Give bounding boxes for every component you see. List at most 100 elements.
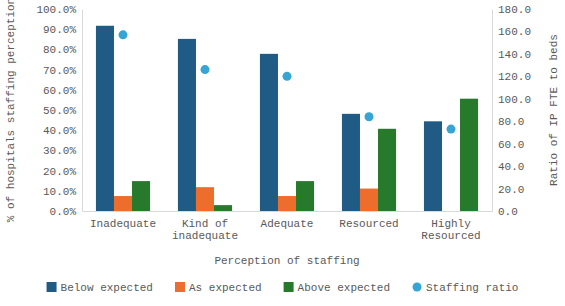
bar (424, 121, 442, 211)
bar (178, 39, 196, 211)
tick: 20.0 (492, 184, 524, 196)
tick-label: Resourced (339, 218, 398, 230)
bar (214, 205, 232, 211)
bar (96, 26, 114, 211)
legend-swatch (413, 283, 422, 292)
chart: 0.0% 10.0% 20.0% 30.0% 40.0% 50.0% 60.0% 70.0% 8… (0, 0, 565, 306)
legend-item: Staffing ratio (413, 282, 519, 294)
tick: 160.0 (492, 26, 531, 38)
bar-series (132, 99, 478, 211)
x-axis: Inadequate Kind ofinadequate Adequate Resou… (83, 211, 493, 242)
bar (132, 181, 150, 211)
tick-label: 180.0 (498, 4, 531, 16)
tick: 50.0% (43, 105, 82, 117)
tick-label: Inadequate (90, 218, 156, 230)
legend-item: Below expected (47, 282, 153, 294)
tick-label: 80.0 (498, 116, 524, 128)
tick-label: 60.0% (43, 85, 76, 97)
tick: Inadequate (90, 211, 156, 230)
point (447, 125, 456, 134)
tick-label: Adequate (261, 218, 314, 230)
legend-item: Above expected (284, 282, 390, 294)
tick: 140.0 (492, 49, 531, 61)
tick: 0.0% (50, 206, 82, 218)
tick: HighlyResourced (421, 211, 480, 242)
bar (442, 211, 460, 212)
tick: 30.0% (43, 145, 82, 157)
axis-line (492, 10, 493, 212)
legend-label: Staffing ratio (426, 282, 518, 294)
legend-swatch (47, 282, 57, 292)
tick-label: 0.0 (498, 206, 518, 218)
bar (196, 187, 214, 211)
tick: Resourced (339, 211, 398, 230)
yticks-axis: 0.0% 10.0% 20.0% 30.0% 40.0% 50.0% 60.0% 70.0% 8… (36, 4, 82, 218)
tick: 80.0% (43, 44, 82, 56)
bar (460, 99, 478, 211)
tick: Kind ofinadequate (172, 211, 238, 242)
tick-label: 140.0 (498, 49, 531, 61)
plot: 0.0% 10.0% 20.0% 30.0% 40.0% 50.0% 60.0% 70.0% 8… (36, 4, 531, 242)
tick-label: 50.0% (43, 105, 76, 117)
point-series (119, 30, 456, 133)
tick-label: 80.0% (43, 44, 76, 56)
tick-label: Kind ofinadequate (172, 218, 238, 243)
legend: Below expected As expected Above expected S… (47, 282, 519, 294)
tick: Adequate (261, 211, 314, 230)
tick: 180.0 (492, 4, 531, 16)
tick-label: HighlyResourced (421, 218, 480, 243)
legend-swatch (175, 282, 185, 292)
point (119, 30, 128, 39)
point (201, 65, 210, 74)
legend-label: Above expected (298, 282, 390, 294)
tick: 70.0% (43, 65, 82, 77)
tick-label: 40.0 (498, 161, 524, 173)
tick-label: 100.0% (36, 4, 76, 16)
tick-label: 0.0% (50, 206, 77, 218)
bar-series (114, 187, 378, 211)
legend-label: Below expected (61, 282, 153, 294)
tick: 40.0 (492, 161, 524, 173)
tick-label: 20.0% (43, 166, 76, 178)
tick: 80.0 (492, 116, 524, 128)
x-axis-title: Perception of staffing (214, 255, 359, 267)
tick: 100.0 (492, 94, 531, 106)
bar (278, 196, 296, 211)
tick-label: 90.0% (43, 24, 76, 36)
bar (342, 114, 360, 211)
tick: 100.0% (36, 4, 82, 16)
bar (296, 181, 314, 211)
y2-axis-title: Ratio of IP FTE to beds (548, 34, 560, 186)
tick: 20.0% (43, 166, 82, 178)
legend-label: As expected (189, 282, 262, 294)
bar (114, 196, 132, 211)
bar (260, 54, 278, 211)
point (365, 112, 374, 121)
tick-label: 100.0 (498, 94, 531, 106)
legend-swatch (284, 282, 294, 292)
tick: 10.0% (43, 186, 82, 198)
tick-label: 60.0 (498, 139, 524, 151)
tick-label: 10.0% (43, 186, 76, 198)
tick-label: 160.0 (498, 26, 531, 38)
legend-item: As expected (175, 282, 262, 294)
tick: 40.0% (43, 125, 82, 137)
tick: 90.0% (43, 24, 82, 36)
bar (378, 129, 396, 211)
tick: 0.0 (492, 206, 518, 218)
y2ticks-axis: 0.0 20.0 40.0 60.0 80.0 100.0 120.0 140.0 160.0 1… (492, 4, 531, 218)
tick-label: 40.0% (43, 125, 76, 137)
tick: 60.0% (43, 85, 82, 97)
tick-label: 120.0 (498, 71, 531, 83)
bar-series (96, 26, 442, 211)
tick-label: 70.0% (43, 65, 76, 77)
tick-label: 20.0 (498, 184, 524, 196)
point (283, 72, 292, 81)
tick: 60.0 (492, 139, 524, 151)
y-axis-title: % of hospitals staffing perception (5, 0, 17, 222)
marks (96, 26, 478, 211)
bar (360, 189, 378, 211)
tick-label: 30.0% (43, 145, 76, 157)
axis-line (82, 10, 83, 212)
tick: 120.0 (492, 71, 531, 83)
